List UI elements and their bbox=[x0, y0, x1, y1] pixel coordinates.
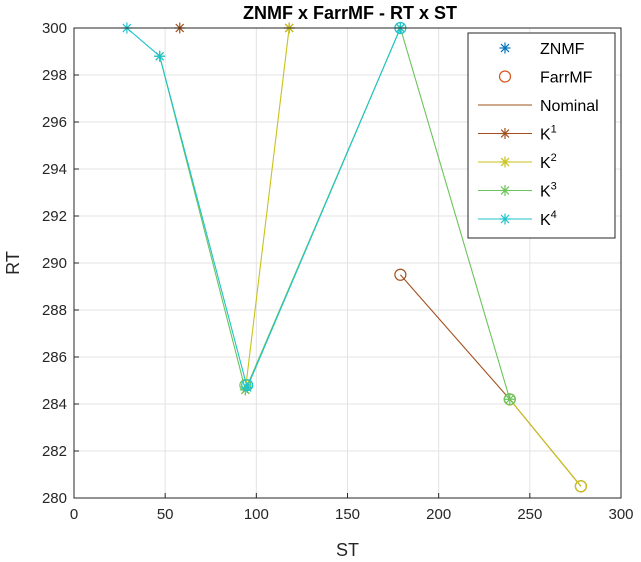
y-tick-label: 286 bbox=[42, 349, 67, 366]
star-marker bbox=[154, 50, 166, 62]
legend-label: K4 bbox=[540, 209, 557, 229]
legend-label: FarrMF bbox=[540, 70, 593, 87]
legend-item-farrmf[interactable]: FarrMF bbox=[498, 70, 593, 87]
y-axis-label: RT bbox=[3, 251, 23, 275]
legend-item-k2[interactable]: K2 bbox=[478, 152, 557, 172]
x-tick-label: 250 bbox=[517, 506, 542, 523]
star-marker bbox=[504, 393, 516, 405]
y-tick-label: 292 bbox=[42, 208, 67, 225]
legend-item-k3[interactable]: K3 bbox=[478, 181, 557, 201]
ticks: 0 50 100 150 200 250 300 280 282 284 286 288 290 292 2… bbox=[42, 20, 634, 523]
star-marker bbox=[499, 156, 511, 168]
legend[interactable]: ZNMF FarrMF Nominal K1 K2 K3 K4 bbox=[467, 32, 616, 239]
legend-item-nominal[interactable]: Nominal bbox=[478, 98, 599, 115]
legend-label: K3 bbox=[540, 181, 557, 201]
legend-label: K1 bbox=[540, 124, 557, 144]
x-tick-label: 100 bbox=[244, 506, 269, 523]
legend-item-znmf[interactable]: ZNMF bbox=[499, 41, 585, 58]
x-tick-label: 300 bbox=[608, 506, 633, 523]
star-marker bbox=[499, 213, 511, 225]
circle-marker bbox=[241, 379, 254, 392]
legend-label: K2 bbox=[540, 152, 557, 172]
chart-title: ZNMF x FarrMF - RT x ST bbox=[243, 3, 457, 23]
legend-box bbox=[467, 32, 616, 239]
circle-marker bbox=[503, 393, 516, 406]
y-tick-label: 296 bbox=[42, 114, 67, 131]
y-tick-label: 290 bbox=[42, 255, 67, 272]
x-tick-label: 150 bbox=[335, 506, 360, 523]
y-tick-label: 284 bbox=[42, 396, 67, 413]
legend-label: Nominal bbox=[540, 98, 599, 115]
star-marker bbox=[499, 128, 511, 139]
y-tick-label: 294 bbox=[42, 161, 67, 178]
y-tick-label: 282 bbox=[42, 443, 67, 460]
legend-label: ZNMF bbox=[540, 41, 585, 58]
series-line bbox=[509, 398, 582, 487]
y-tick-label: 298 bbox=[42, 67, 67, 84]
star-marker bbox=[499, 185, 511, 196]
circle-marker bbox=[498, 70, 512, 83]
legend-item-k4[interactable]: K4 bbox=[478, 209, 557, 229]
series-line bbox=[244, 27, 290, 390]
x-tick-label: 50 bbox=[157, 506, 174, 523]
y-tick-label: 288 bbox=[42, 302, 67, 319]
x-axis-label: ST bbox=[336, 540, 359, 560]
legend-item-k1[interactable]: K1 bbox=[478, 124, 557, 144]
y-tick-label: 300 bbox=[42, 20, 67, 37]
circle-marker bbox=[394, 268, 407, 281]
star-marker bbox=[499, 42, 511, 54]
y-tick-label: 280 bbox=[42, 490, 67, 507]
x-tick-label: 200 bbox=[426, 506, 451, 523]
x-tick-label: 0 bbox=[70, 506, 78, 523]
star-marker bbox=[241, 382, 253, 394]
series-line bbox=[126, 27, 401, 390]
circle-marker bbox=[574, 480, 587, 493]
